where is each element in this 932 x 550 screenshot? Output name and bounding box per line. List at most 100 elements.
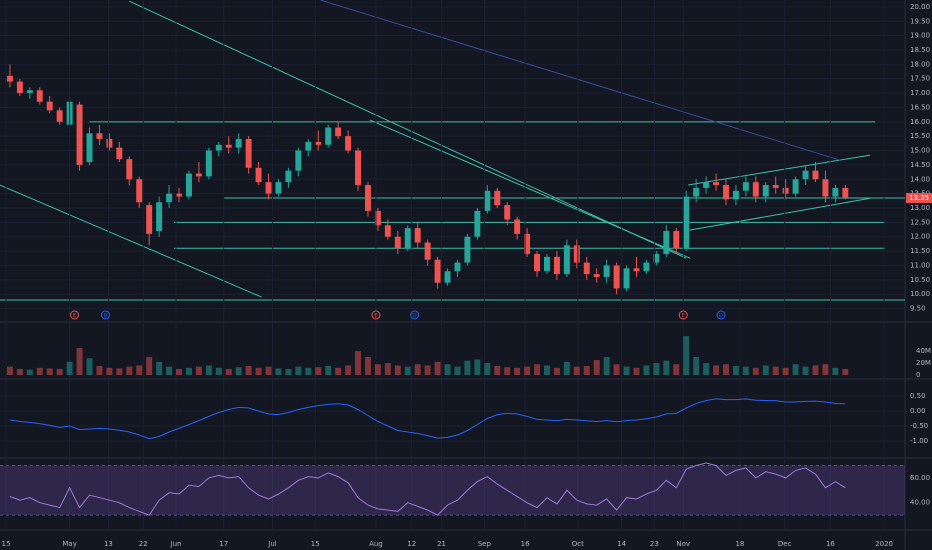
- volume-bar: [464, 360, 471, 375]
- y-tick-label: 17.50: [910, 75, 930, 83]
- candle-body: [126, 159, 133, 180]
- candle-body: [364, 185, 371, 211]
- candle-body: [454, 262, 461, 272]
- volume-bar: [474, 359, 481, 375]
- volume-bar: [215, 367, 222, 375]
- candle-body: [166, 193, 173, 203]
- volume-bar: [26, 369, 33, 375]
- x-tick-label: Dec: [778, 540, 792, 548]
- event-label: E: [682, 313, 685, 319]
- y-tick-label: 9.50: [910, 305, 926, 313]
- y-tick-label: 10.50: [910, 276, 930, 284]
- trend-line: [0, 184, 262, 298]
- candle-body: [723, 185, 729, 200]
- candle-body: [653, 253, 660, 263]
- candle-body: [563, 245, 570, 275]
- volume-bar: [842, 369, 849, 375]
- volume-bar: [195, 366, 202, 375]
- y-tick-label: 14.50: [910, 161, 930, 169]
- volume-bar: [613, 364, 620, 375]
- price-pane: [0, 0, 905, 310]
- candle-body: [842, 187, 849, 198]
- candle-body: [633, 268, 640, 272]
- volume-bar: [663, 360, 670, 375]
- x-tick-label: Jun: [170, 540, 182, 548]
- y-tick-label: 15.50: [910, 132, 930, 140]
- y-tick-label: -1.00: [910, 437, 928, 445]
- candle-body: [86, 133, 93, 163]
- volume-bar: [185, 367, 192, 375]
- candle-body: [504, 205, 511, 220]
- candle-body: [315, 141, 322, 145]
- candle-body: [464, 236, 471, 263]
- event-marker: [371, 310, 381, 320]
- volume-bar: [374, 364, 381, 375]
- candle-body: [255, 167, 262, 183]
- event-marker: [100, 310, 110, 320]
- x-tick-label: 23: [650, 540, 659, 548]
- volume-bar: [573, 366, 580, 375]
- volume-bar: [6, 366, 13, 375]
- candle-body: [752, 182, 759, 197]
- volume-bar: [713, 365, 720, 375]
- candle-body: [76, 104, 83, 165]
- x-tick-label: 16: [826, 540, 835, 548]
- volume-bar: [176, 369, 182, 375]
- x-tick-label: Aug: [369, 540, 383, 548]
- y-tick-label: 17.00: [910, 89, 930, 97]
- y-tick-label: 19.50: [910, 17, 930, 25]
- x-tick-label: 16: [521, 540, 530, 548]
- candle-body: [832, 187, 839, 197]
- volume-bar: [633, 367, 640, 375]
- y-tick-label: 11.50: [910, 247, 930, 255]
- volume-bar: [325, 366, 332, 375]
- volume-bar: [245, 366, 252, 375]
- event-marker: [70, 310, 80, 320]
- volume-bar: [653, 363, 660, 375]
- y-tick-label: 0.00: [910, 407, 926, 415]
- y-tick-label: 18.50: [910, 46, 930, 54]
- x-tick-label: Nov: [676, 540, 690, 548]
- candle-body: [643, 262, 650, 272]
- candle-body: [26, 90, 33, 94]
- candle-body: [673, 230, 680, 249]
- candle-body: [593, 274, 600, 277]
- y-tick-label: 11.00: [910, 261, 930, 269]
- x-tick-label: Jul: [267, 540, 277, 548]
- candle-body: [6, 75, 13, 82]
- candle-body: [494, 190, 501, 206]
- candle-body: [713, 182, 720, 186]
- candle-body: [116, 147, 123, 160]
- volume-bar: [802, 366, 809, 375]
- candle-body: [444, 271, 451, 283]
- candle-body: [335, 127, 342, 137]
- candle-body: [623, 268, 630, 289]
- y-tick-label: 20M: [916, 359, 931, 367]
- volume-bar: [305, 367, 312, 375]
- volume-bar: [484, 363, 491, 375]
- volume-bar: [772, 366, 779, 375]
- volume-bar: [285, 369, 292, 375]
- x-tick-label: 15: [2, 540, 11, 548]
- candle-body: [792, 179, 799, 194]
- candle-body: [46, 101, 53, 111]
- event-label: E: [374, 313, 377, 319]
- candle-body: [742, 182, 749, 191]
- volume-bar: [454, 366, 461, 375]
- volume-bar: [792, 364, 799, 375]
- volume-bar: [822, 364, 829, 375]
- volume-bar: [643, 365, 650, 375]
- candle-body: [474, 210, 481, 237]
- volume-bar: [225, 369, 232, 375]
- candle-body: [205, 150, 212, 177]
- y-tick-label: 0: [916, 371, 920, 379]
- last-price-label: 13.35: [909, 194, 929, 202]
- y-tick-label: 20.00: [910, 3, 930, 11]
- volume-bar: [673, 364, 680, 375]
- volume-bar: [116, 368, 123, 375]
- y-tick-label: 60.00: [910, 474, 930, 482]
- candle-body: [434, 259, 441, 283]
- event-label: D: [103, 313, 107, 319]
- x-tick-label: 15: [311, 540, 320, 548]
